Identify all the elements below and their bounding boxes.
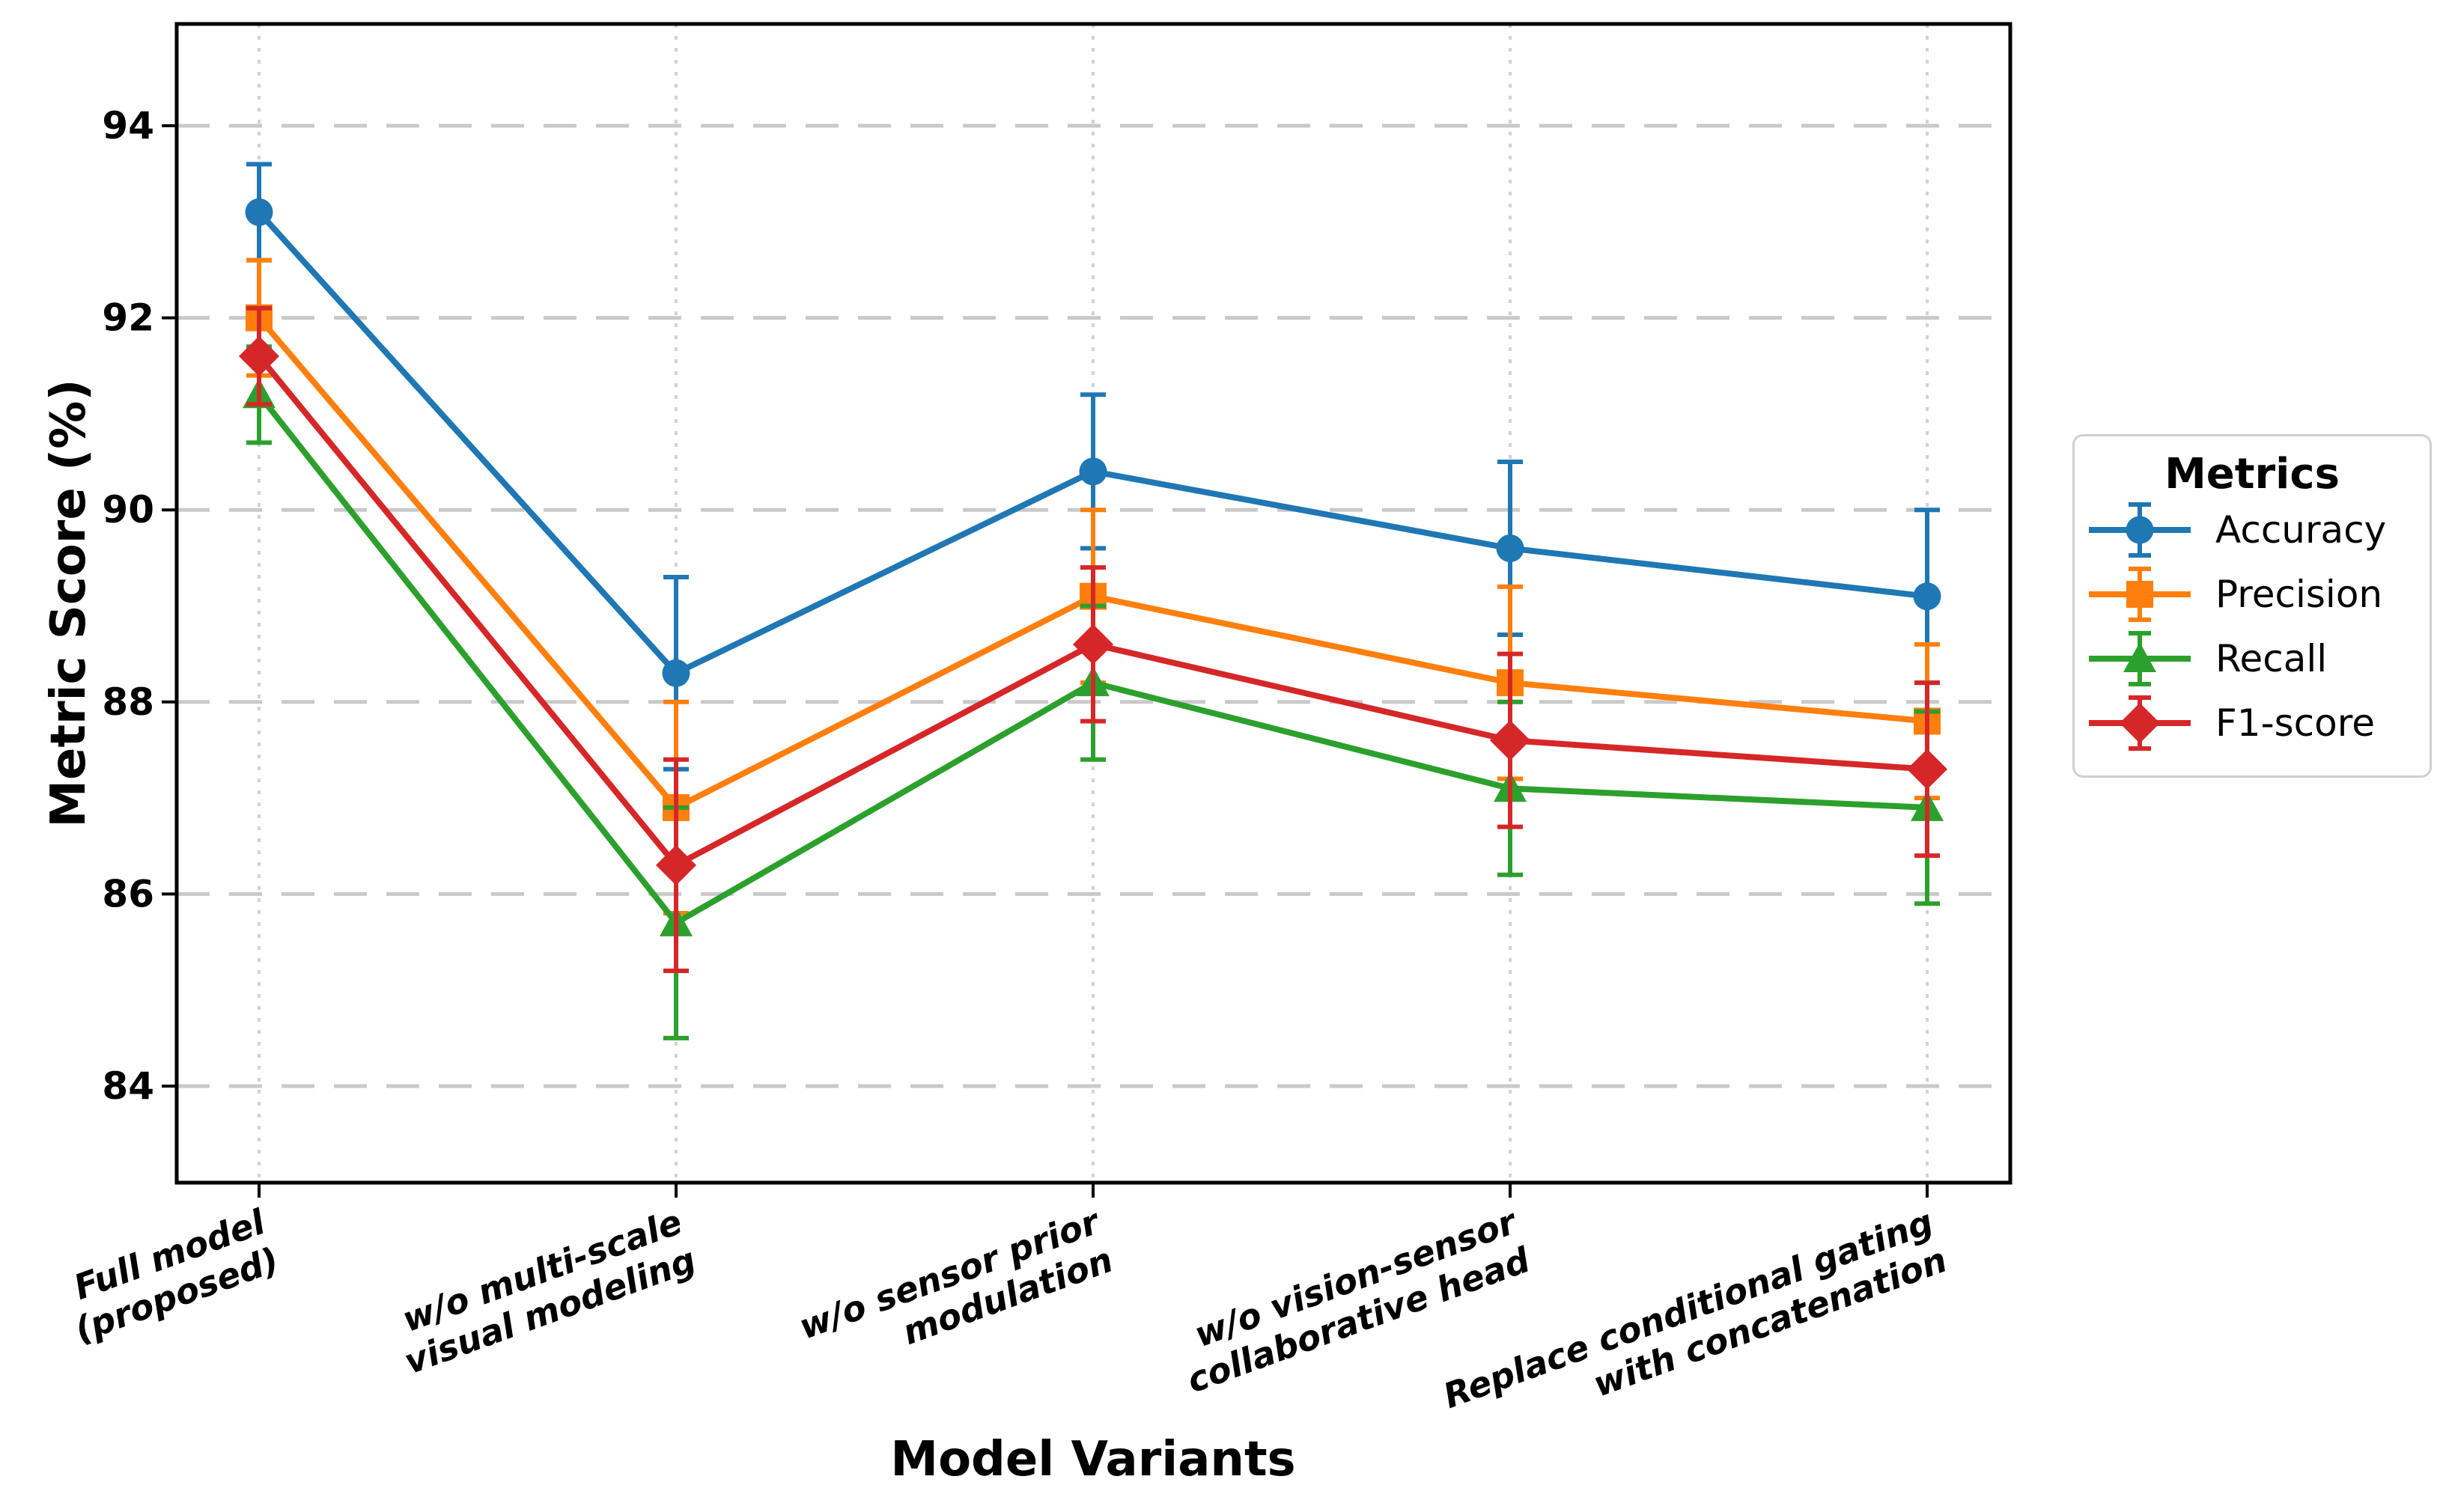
legend-entry-label: Precision: [2215, 573, 2383, 616]
markers-accuracy: [245, 198, 1941, 687]
legend-marker-f1-score-icon: [2089, 695, 2191, 751]
ytick-label-84: 84: [102, 1064, 154, 1108]
xtick-label-2: w/o sensor priormodulation: [794, 1201, 1120, 1386]
legend-marker-recall-icon: [2089, 631, 2191, 686]
xtick-label-0: Full model(proposed): [55, 1201, 285, 1350]
ytick-label-88: 88: [102, 680, 154, 724]
marker-accuracy-0: [245, 198, 273, 226]
marker-accuracy-3: [1496, 534, 1524, 563]
ytick-label-94: 94: [102, 104, 154, 147]
legend-box: Metrics Accuracy Precision Recall F1-score: [2072, 434, 2432, 778]
legend-entry-label: F1-score: [2215, 701, 2375, 745]
marker-f1-score-3: [1490, 720, 1530, 761]
y-axis-ticks: 84 86 88 90 92 94: [102, 104, 177, 1108]
legend-marker-accuracy-icon: [2089, 502, 2191, 558]
legend-entry-label: Recall: [2215, 637, 2328, 680]
marker-f1-score-0: [239, 335, 279, 377]
legend-rows: Accuracy Precision Recall F1-score: [2075, 490, 2430, 755]
legend-entry-recall: Recall: [2075, 627, 2430, 691]
xtick-label-1: w/o multi-scalevisual modeling: [385, 1201, 701, 1383]
legend-entry-precision: Precision: [2075, 562, 2430, 627]
marker-f1-score-1: [656, 844, 696, 885]
marker-accuracy-1: [662, 659, 690, 687]
marker-accuracy-2: [1079, 457, 1107, 486]
marker-f1-score-2: [1073, 624, 1113, 665]
ytick-label-86: 86: [102, 872, 154, 915]
markers-f1-score: [239, 335, 1947, 885]
legend-entry-label: Accuracy: [2215, 508, 2387, 552]
legend-entry-f1-score: F1-score: [2075, 691, 2430, 755]
x-axis-ticks: Full model(proposed) w/o multi-scalevisua…: [55, 1183, 1952, 1416]
legend-entry-accuracy: Accuracy: [2075, 498, 2430, 562]
legend-marker-precision-icon: [2089, 567, 2191, 622]
x-axis-title: Model Variants: [890, 1432, 1296, 1487]
marker-f1-score-4: [1907, 749, 1947, 790]
ytick-label-90: 90: [102, 488, 154, 531]
series-f1-score: [239, 305, 1947, 974]
y-axis-title: Metric Score (%): [41, 379, 97, 828]
ytick-label-92: 92: [102, 296, 154, 340]
marker-accuracy-4: [1913, 582, 1941, 611]
legend-title: Metrics: [2164, 450, 2340, 499]
